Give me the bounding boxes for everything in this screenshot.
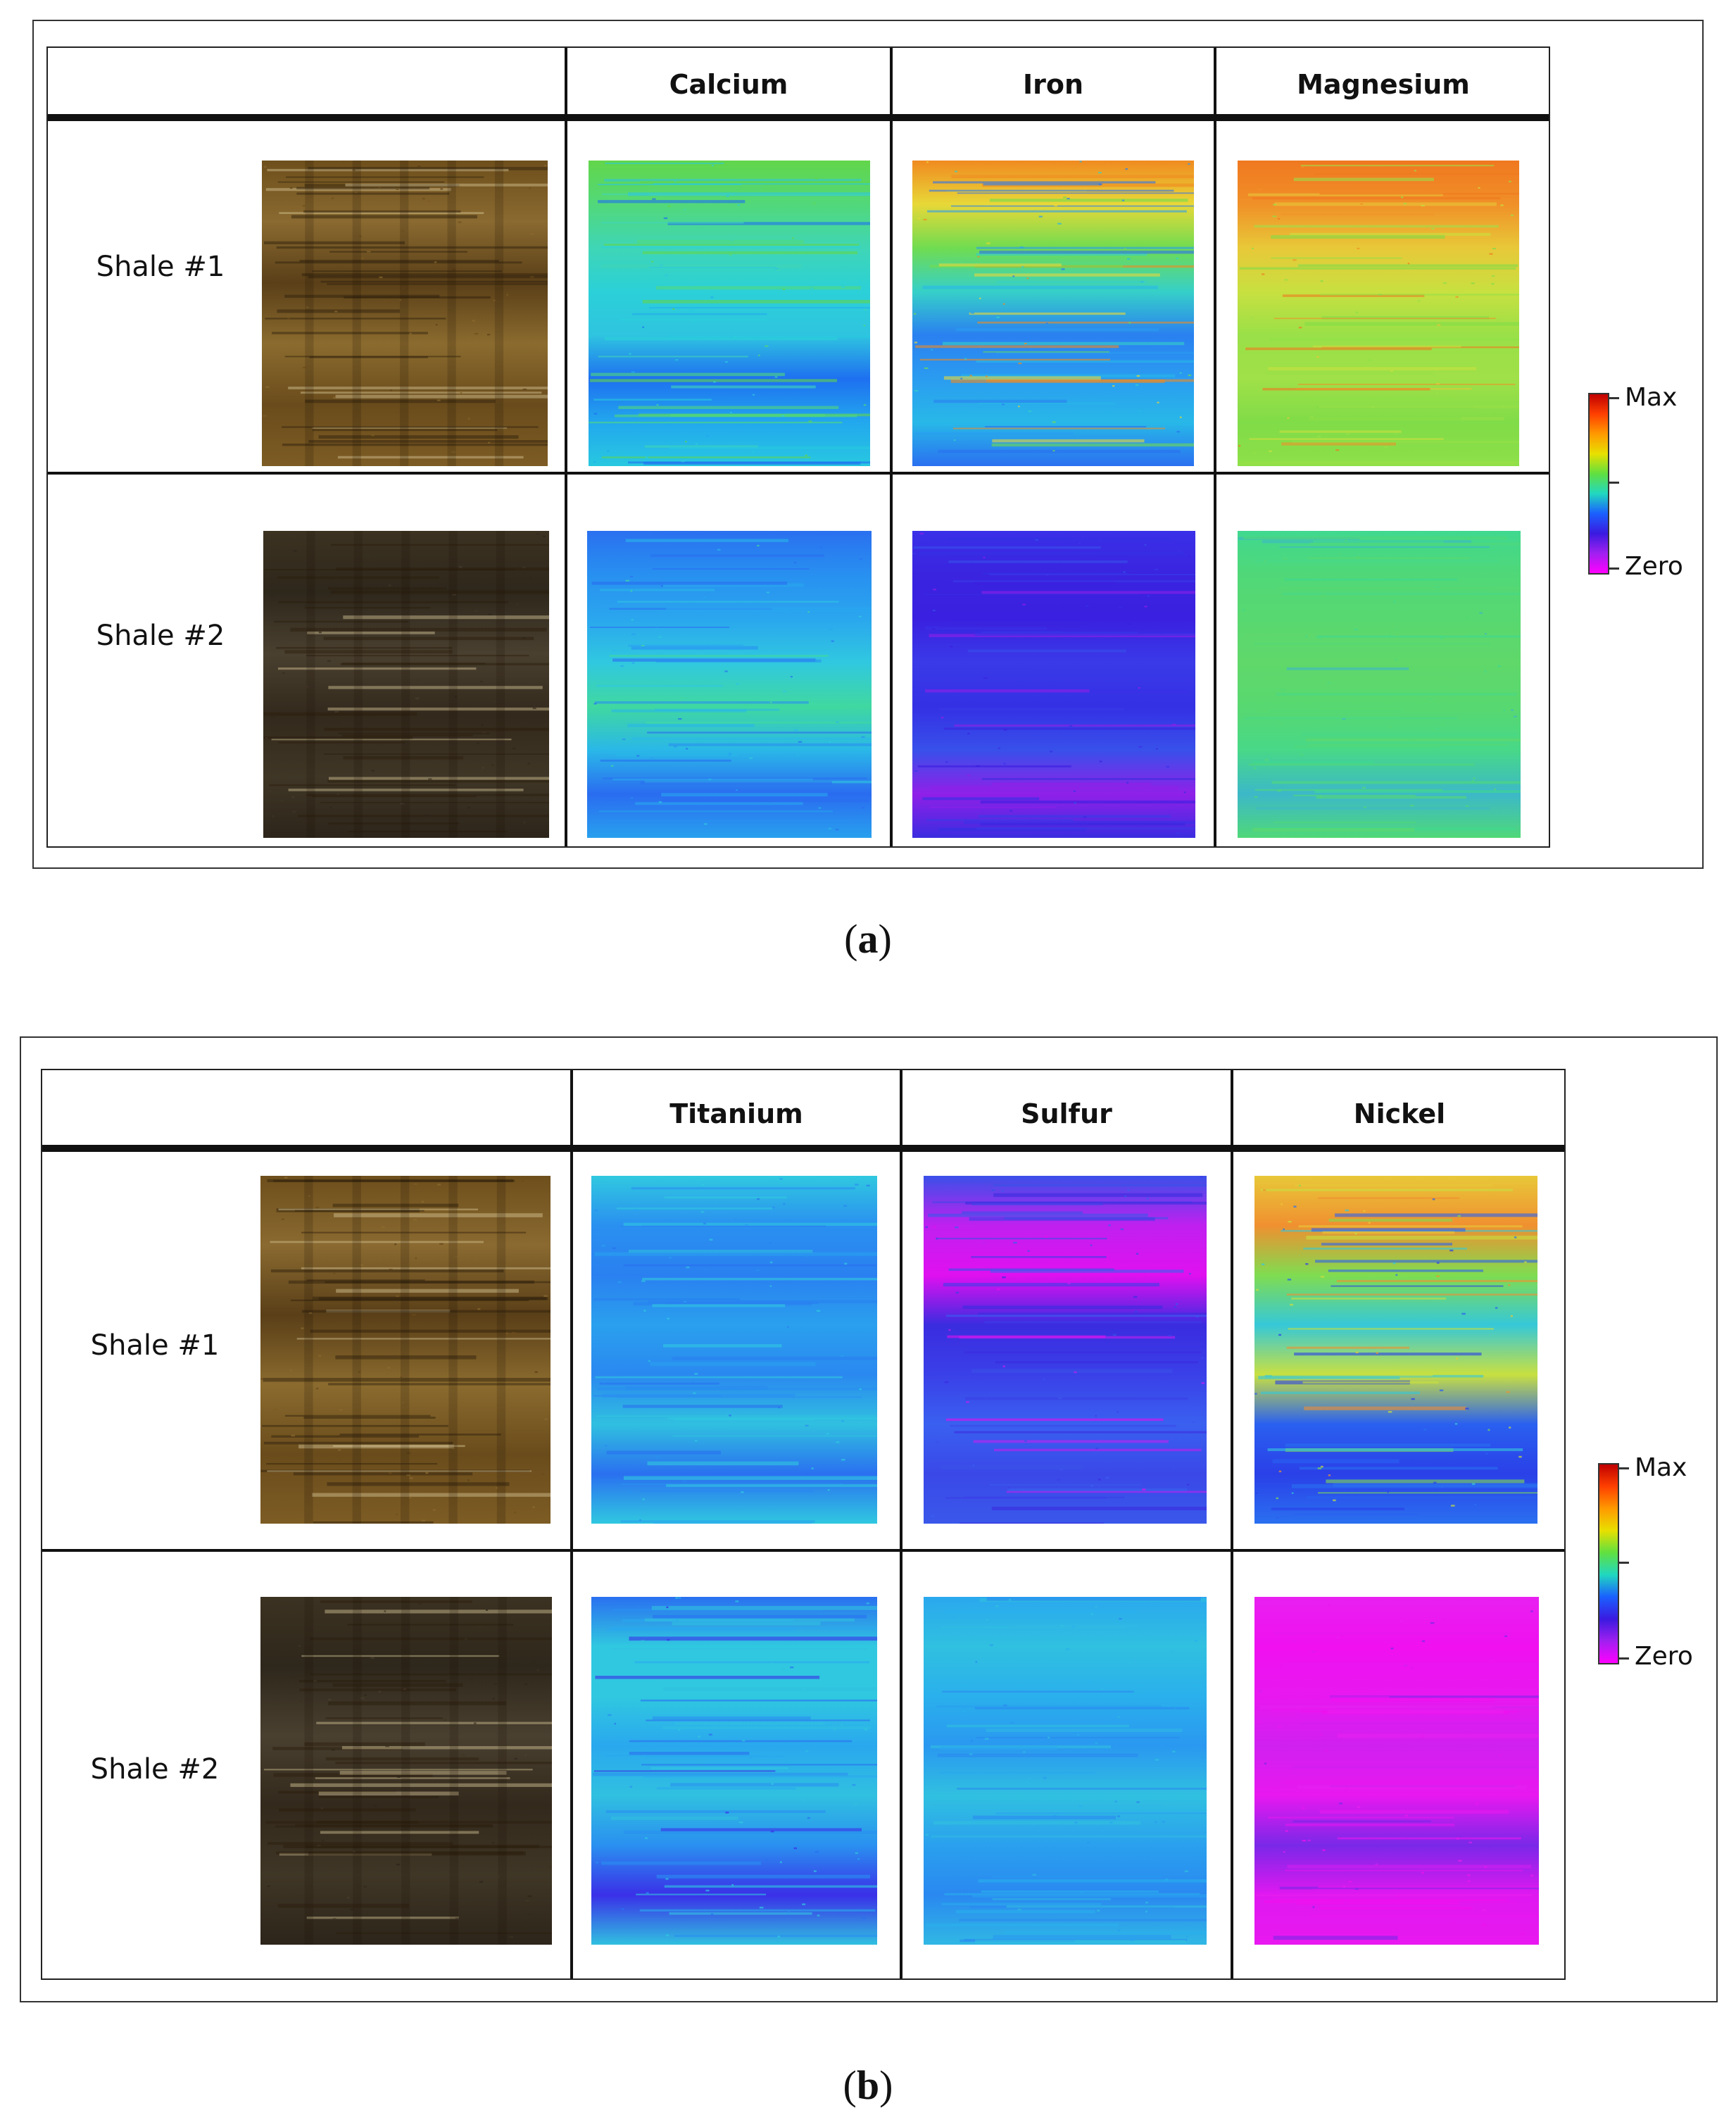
figure-panel-a: Calcium Iron Magnesium Shale #1 Shale #2… (32, 20, 1704, 869)
shale-1-photo (262, 161, 548, 466)
column-header-calcium: Calcium (669, 69, 788, 100)
colorbar-zero-label: Zero (1625, 552, 1683, 581)
column-header-iron: Iron (1022, 69, 1084, 100)
panel-a-table: Calcium Iron Magnesium Shale #1 Shale #2 (46, 46, 1550, 848)
colorbar-gradient (1588, 393, 1609, 575)
row-label-shale-2: Shale #2 (96, 620, 225, 652)
column-divider (1231, 1070, 1233, 1978)
nickel-shale1-map (1254, 1176, 1537, 1524)
shale-2-photo (263, 531, 549, 838)
colorbar-gradient (1598, 1463, 1619, 1664)
column-divider (890, 48, 893, 846)
column-header-titanium: Titanium (669, 1098, 803, 1129)
row-label-shale-2: Shale #2 (90, 1753, 220, 1786)
column-header-magnesium: Magnesium (1297, 69, 1470, 100)
nickel-shale2-map (1254, 1597, 1539, 1945)
colorbar-b: Max Zero (1598, 1453, 1711, 1671)
header-divider (48, 114, 1549, 121)
row-divider (48, 472, 1549, 475)
calcium-shale1-map (589, 161, 870, 466)
titanium-shale1-map (591, 1176, 877, 1524)
column-divider (570, 1070, 573, 1978)
shale-2-photo (260, 1597, 552, 1945)
magnesium-shale1-map (1238, 161, 1519, 466)
colorbar-max-label: Max (1625, 383, 1678, 412)
sulfur-shale1-map (924, 1176, 1207, 1524)
row-divider (42, 1549, 1564, 1552)
iron-shale2-map (912, 531, 1195, 838)
column-header-nickel: Nickel (1353, 1098, 1446, 1129)
figure-panel-b: Titanium Sulfur Nickel Shale #1 Shale #2… (20, 1036, 1718, 2002)
titanium-shale2-map (591, 1597, 877, 1945)
header-divider (42, 1145, 1564, 1152)
panel-b-table: Titanium Sulfur Nickel Shale #1 Shale #2 (41, 1069, 1566, 1980)
colorbar-zero-label: Zero (1635, 1642, 1693, 1671)
sulfur-shale2-map (924, 1597, 1207, 1945)
shale-1-photo (260, 1176, 551, 1524)
caption-b: (b) (843, 2062, 893, 2108)
column-header-sulfur: Sulfur (1021, 1098, 1112, 1129)
caption-a: (a) (844, 916, 892, 962)
colorbar-max-label: Max (1635, 1453, 1687, 1482)
row-label-shale-1: Shale #1 (90, 1329, 220, 1362)
colorbar-a: Max Zero (1588, 383, 1701, 581)
calcium-shale2-map (587, 531, 872, 838)
column-divider (900, 1070, 902, 1978)
row-label-shale-1: Shale #1 (96, 251, 225, 283)
column-divider (565, 48, 567, 846)
column-divider (1214, 48, 1216, 846)
magnesium-shale2-map (1238, 531, 1521, 838)
iron-shale1-map (912, 161, 1194, 466)
